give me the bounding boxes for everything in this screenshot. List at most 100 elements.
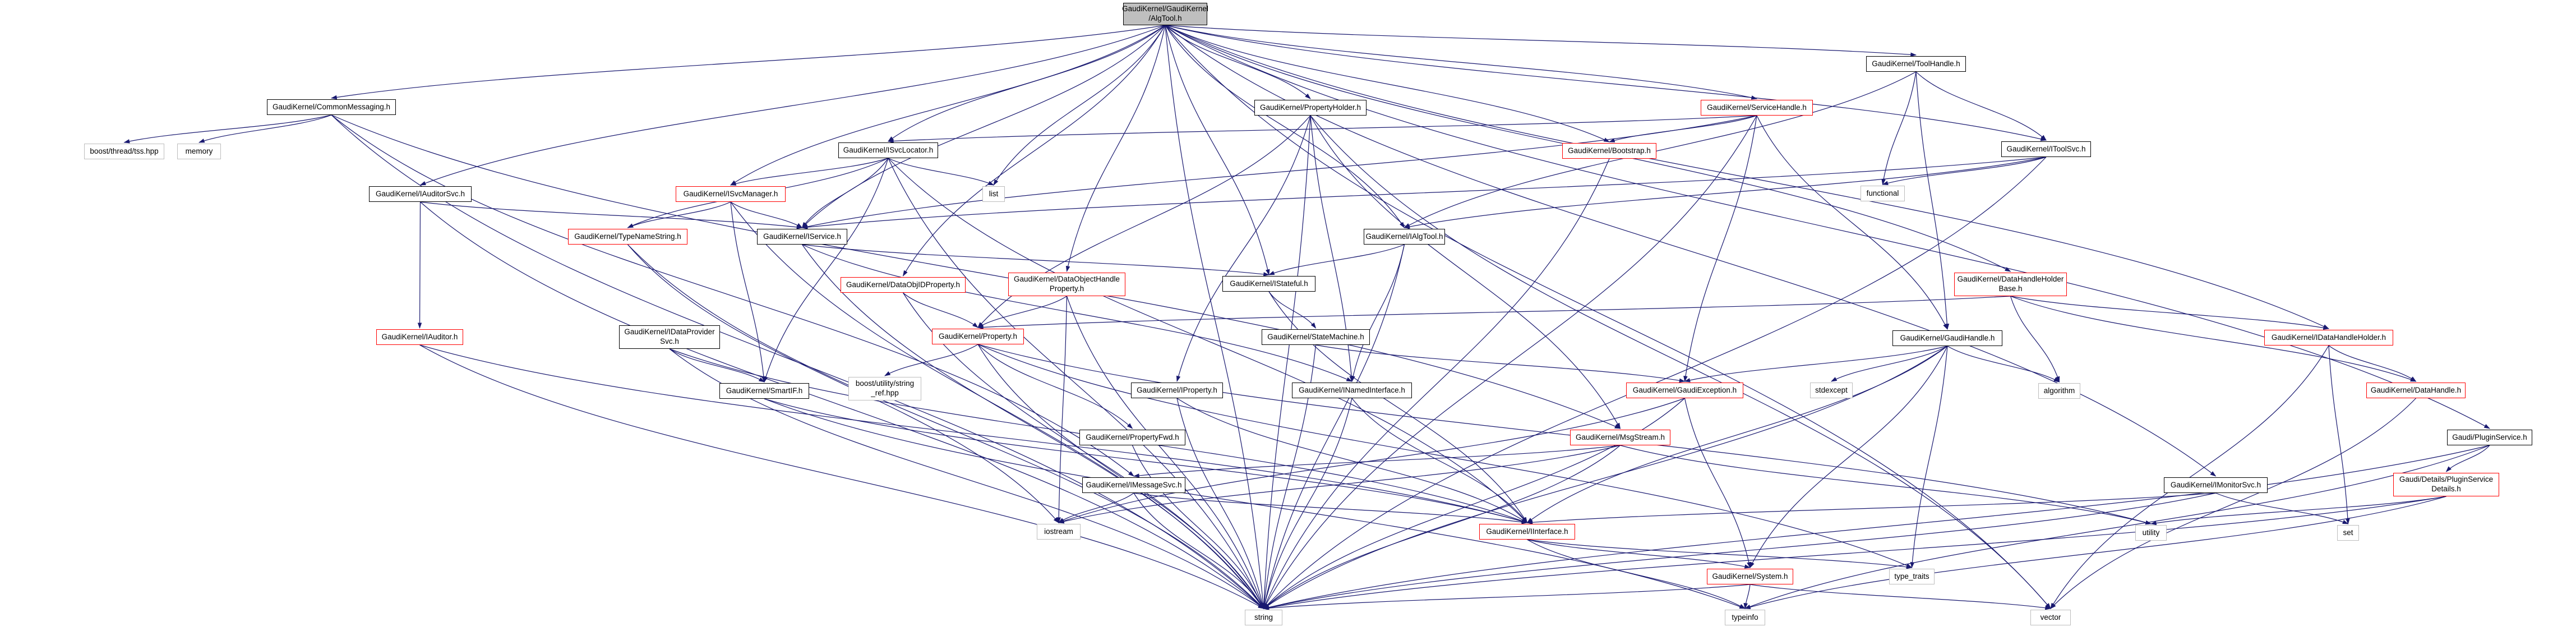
graph-node-statemachine[interactable]: GaudiKernel/StateMachine.h (1262, 329, 1370, 345)
include-edge-dataobjecthandleproperty-to-property (977, 296, 1067, 328)
include-edge-gaudihandle-to-iinterface (1526, 346, 1948, 523)
include-edge-propertyholder-to-msgstream (1310, 115, 1621, 429)
include-edge-isvcmanager-to-string (730, 201, 1264, 609)
graph-node-pluginservicedetails[interactable]: Gaudi/Details/PluginService Details.h (2393, 473, 2499, 496)
graph-node-iauditor[interactable]: GaudiKernel/IAuditor.h (376, 329, 463, 345)
include-edge-msgstream-to-iostream (1058, 445, 1621, 524)
include-edge-commonmessaging-to-msgstream (331, 114, 1621, 429)
graph-node-isvcmanager[interactable]: GaudiKernel/ISvcManager.h (676, 186, 786, 202)
graph-node-stringref: boost/utility/string _ref.hpp (848, 377, 921, 400)
include-edge-istateful-to-statemachine (1268, 291, 1317, 329)
include-edge-pluginservice-to-string (1263, 445, 2490, 610)
include-edge-root-to-ialgtool (1165, 25, 1405, 228)
include-edge-iinterface-to-system (1527, 539, 1751, 569)
include-edge-datahandleholderbase-to-idatahandleholder (2010, 296, 2330, 330)
include-edge-propertyholder-to-string (1262, 115, 1311, 610)
graph-node-property[interactable]: GaudiKernel/Property.h (932, 329, 1024, 344)
graph-node-inamedinterface[interactable]: GaudiKernel/INamedInterface.h (1292, 383, 1412, 398)
include-edge-pluginservicedetails-to-typeinfo (1744, 496, 2446, 609)
include-edge-ialgtool-to-string (1262, 244, 1405, 610)
include-edge-root-to-idatahandleholder (1165, 25, 2329, 329)
graph-node-toolhandle[interactable]: GaudiKernel/ToolHandle.h (1866, 56, 1966, 72)
include-edge-servicehandle-to-isvclocator (887, 115, 1757, 144)
include-edge-itoolsvc-to-functional (1882, 156, 2047, 185)
include-edge-itoolsvc-to-iservice (801, 156, 2047, 229)
include-edge-isvcmanager-to-iservice (730, 201, 803, 228)
include-edge-isvclocator-to-iinterface (888, 158, 1528, 523)
include-edge-propertyfwd-to-string (1132, 445, 1264, 609)
graph-node-servicehandle[interactable]: GaudiKernel/ServiceHandle.h (1701, 100, 1813, 116)
graph-node-stdexcept: stdexcept (1810, 383, 1853, 398)
include-edge-property-to-string (977, 344, 1264, 609)
include-edge-iservice-to-istateful (802, 244, 1270, 277)
include-edge-gaudiexception-to-system (1684, 398, 1751, 569)
graph-node-vector: vector (2030, 610, 2071, 625)
graph-node-datahandleholderbase[interactable]: GaudiKernel/DataHandleHolder Base.h (1954, 273, 2067, 296)
graph-node-propertyfwd[interactable]: GaudiKernel/PropertyFwd.h (1079, 430, 1185, 445)
graph-node-string: string (1245, 610, 1282, 625)
include-edge-pluginservice-to-pluginservicedetails (2445, 445, 2490, 472)
include-edge-imonitorsvc-to-string (1263, 492, 2216, 610)
include-edge-servicehandle-to-gaudiexception (1683, 115, 1757, 383)
graph-node-ialgtool[interactable]: GaudiKernel/IAlgTool.h (1364, 229, 1445, 245)
graph-node-dataobjecthandleproperty[interactable]: GaudiKernel/DataObjectHandle Property.h (1008, 273, 1125, 296)
include-edge-iauditor-to-string (419, 344, 1264, 609)
include-edge-root-to-list (993, 25, 1166, 186)
graph-node-pluginservice[interactable]: Gaudi/PluginService.h (2447, 430, 2532, 445)
graph-node-iservice[interactable]: GaudiKernel/IService.h (757, 229, 847, 245)
include-edge-servicehandle-to-gaudihandle (1756, 115, 1948, 330)
include-edge-dataobjecthandleproperty-to-string (1066, 296, 1264, 610)
include-edge-typenamestring-to-iostream (627, 244, 1059, 523)
include-edge-gaudihandle-to-algorithm (1947, 346, 2060, 383)
graph-node-commonmessaging[interactable]: GaudiKernel/CommonMessaging.h (267, 99, 396, 115)
graph-node-gaudihandle[interactable]: GaudiKernel/GaudiHandle.h (1892, 330, 2002, 346)
graph-node-idataprovidersvc[interactable]: GaudiKernel/IDataProvider Svc.h (619, 325, 720, 349)
include-edge-imessagesvc-to-iostream (1058, 492, 1134, 523)
graph-node-bootstrap[interactable]: GaudiKernel/Bootstrap.h (1562, 143, 1656, 159)
include-edge-datahandleholderbase-to-datahandle (2010, 296, 2417, 382)
include-edge-inamedinterface-to-iinterface (1351, 398, 1528, 523)
include-edge-isvclocator-to-smartif (764, 158, 889, 383)
include-edge-imessagesvc-to-string (1133, 492, 1264, 609)
include-edge-datahandleholderbase-to-property (977, 296, 2011, 330)
include-edge-root-to-vector (1165, 25, 2051, 609)
graph-node-typenamestring[interactable]: GaudiKernel/TypeNameString.h (568, 229, 687, 245)
include-edge-property-to-typetraits (977, 344, 1913, 568)
include-edge-isvclocator-to-string (888, 158, 1264, 609)
graph-node-dataobjidproperty[interactable]: GaudiKernel/DataObjIDProperty.h (841, 277, 966, 293)
graph-node-imessagesvc[interactable]: GaudiKernel/IMessageSvc.h (1082, 477, 1185, 493)
include-edge-root-to-servicehandle (1165, 25, 1758, 100)
include-edge-idataprovidersvc-to-smartif (669, 348, 765, 383)
graph-node-set: set (2337, 525, 2359, 541)
graph-node-itoolsvc[interactable]: GaudiKernel/IToolSvc.h (2001, 141, 2091, 157)
graph-node-iinterface[interactable]: GaudiKernel/IInterface.h (1479, 524, 1575, 540)
graph-node-iauditorsvc[interactable]: GaudiKernel/IAuditorSvc.h (369, 186, 472, 202)
graph-node-root: GaudiKernel/GaudiKernel /AlgTool.h (1122, 3, 1208, 25)
include-edge-msgstream-to-utility (1620, 445, 2152, 525)
graph-node-datahandle[interactable]: GaudiKernel/DataHandle.h (2366, 383, 2466, 398)
include-edge-propertyholder-to-iproperty (1176, 115, 1311, 383)
graph-node-smartif[interactable]: GaudiKernel/SmartIF.h (719, 383, 809, 399)
graph-node-iproperty[interactable]: GaudiKernel/IProperty.h (1131, 383, 1223, 398)
include-edge-iauditorsvc-to-iauditor (417, 201, 422, 329)
include-edge-isvclocator-to-list (888, 158, 994, 186)
include-edge-imonitorsvc-to-iinterface (1526, 492, 2216, 525)
graph-node-msgstream[interactable]: GaudiKernel/MsgStream.h (1570, 430, 1670, 445)
graph-node-system[interactable]: GaudiKernel/System.h (1707, 569, 1793, 584)
include-edge-idatahandleholder-to-datahandle (2328, 345, 2417, 382)
graph-node-functional: functional (1861, 186, 1905, 201)
graph-node-istateful[interactable]: GaudiKernel/IStateful.h (1222, 276, 1315, 292)
graph-node-propertyholder[interactable]: GaudiKernel/PropertyHolder.h (1254, 100, 1367, 116)
include-edge-imessagesvc-to-iinterface (1133, 492, 1528, 524)
include-edge-servicehandle-to-iservice (801, 115, 1757, 229)
include-edge-pluginservicedetails-to-utility (2150, 496, 2446, 526)
include-edge-itoolsvc-to-ialgtool (1404, 156, 2047, 229)
graph-node-imonitorsvc[interactable]: GaudiKernel/IMonitorSvc.h (2164, 477, 2268, 493)
graph-node-idatahandleholder[interactable]: GaudiKernel/IDataHandleHolder.h (2264, 330, 2393, 346)
include-edge-iinterface-to-typeinfo (1527, 539, 1746, 609)
graph-node-isvclocator[interactable]: GaudiKernel/ISvcLocator.h (838, 142, 938, 158)
include-edge-iinterface-to-typetraits (1527, 539, 1913, 569)
graph-node-gaudiexception[interactable]: GaudiKernel/GaudiException.h (1626, 383, 1743, 398)
